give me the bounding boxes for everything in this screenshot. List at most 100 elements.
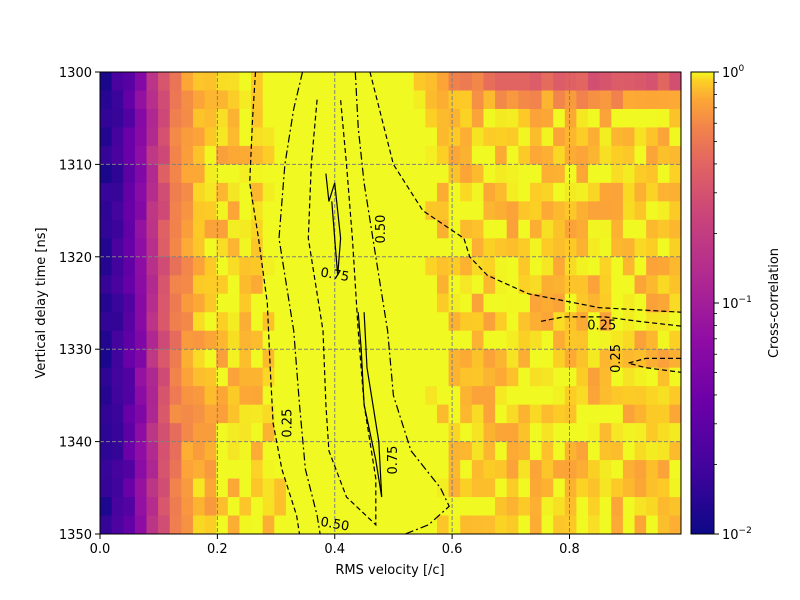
heatmap-cell [262, 497, 275, 517]
heatmap-cell [471, 497, 485, 517]
heatmap-cell [274, 145, 287, 165]
heatmap-cell [599, 90, 612, 110]
heatmap-cell [204, 201, 217, 221]
heatmap-cell [100, 515, 113, 534]
heatmap-cell [390, 367, 403, 387]
heatmap-cell [378, 145, 392, 165]
heatmap-cell [146, 275, 159, 295]
heatmap-cell [355, 127, 368, 147]
heatmap-cell [402, 441, 415, 461]
heatmap-cell [390, 90, 403, 110]
heatmap-cell [192, 386, 206, 406]
heatmap-cell [262, 145, 275, 165]
heatmap-cell [646, 164, 659, 184]
heatmap-cell [448, 349, 461, 369]
heatmap-cell [518, 108, 531, 129]
heatmap-cell [123, 330, 136, 350]
heatmap-cell [413, 127, 426, 147]
heatmap-cell [262, 386, 275, 406]
heatmap-cell [332, 386, 345, 406]
heatmap-cell [460, 256, 473, 276]
heatmap-cell [564, 164, 578, 184]
heatmap-cell [251, 127, 264, 147]
heatmap-cell [495, 182, 508, 202]
heatmap-cell [309, 127, 322, 147]
heatmap-cell [111, 145, 124, 165]
heatmap-cell [262, 460, 275, 480]
heatmap-cell [216, 201, 229, 221]
heatmap-cell [413, 441, 426, 461]
heatmap-cell [367, 312, 380, 332]
heatmap-cell [576, 441, 589, 461]
heatmap-cell [495, 515, 508, 534]
heatmap-cell [309, 293, 322, 313]
heatmap-cell [204, 460, 217, 480]
heatmap-cell [216, 312, 229, 332]
heatmap-cell [123, 164, 136, 184]
heatmap-cell [192, 478, 206, 498]
heatmap-cell [355, 460, 368, 480]
heatmap-cell [204, 275, 217, 295]
heatmap-cell [274, 515, 287, 534]
heatmap-cell [448, 478, 461, 498]
heatmap-cell [320, 127, 333, 147]
heatmap-cell [367, 108, 380, 129]
heatmap-cell [274, 423, 287, 443]
heatmap-cell [251, 164, 264, 184]
heatmap-cell [495, 238, 508, 258]
y-axis-label: Vertical delay time [ns] [34, 227, 49, 378]
heatmap-cell [436, 219, 450, 239]
heatmap-cell [390, 72, 403, 92]
heatmap-cell [146, 127, 159, 147]
heatmap-cell [506, 478, 519, 498]
heatmap-cell [123, 478, 136, 498]
heatmap-cell [227, 349, 241, 369]
heatmap-cell [251, 349, 264, 369]
heatmap-cell [402, 293, 415, 313]
heatmap-cell [158, 127, 171, 147]
heatmap-cell [204, 256, 217, 276]
heatmap-cell [634, 164, 647, 184]
heatmap-cell [506, 441, 519, 461]
heatmap-cell [239, 404, 252, 424]
heatmap-cell [622, 423, 636, 443]
heatmap-cell [344, 404, 357, 424]
heatmap-cell [181, 219, 194, 239]
heatmap-cell [309, 72, 322, 92]
heatmap-cell [483, 182, 496, 202]
heatmap-cell [285, 275, 299, 295]
heatmap-cell [529, 108, 543, 129]
heatmap-cell [274, 256, 287, 276]
heatmap-cell [611, 127, 624, 147]
heatmap-cell [448, 386, 461, 406]
heatmap-cell [553, 72, 566, 92]
heatmap-cell [239, 164, 252, 184]
heatmap-cell [460, 349, 473, 369]
heatmap-cell [134, 256, 148, 276]
heatmap-cell [413, 256, 426, 276]
heatmap-cell [169, 201, 182, 221]
heatmap-cell [576, 312, 589, 332]
heatmap-cell [448, 275, 461, 295]
heatmap-cell [320, 275, 333, 295]
heatmap-cell [460, 460, 473, 480]
heatmap-cell [111, 515, 124, 534]
heatmap-cell [518, 423, 531, 443]
heatmap-cell [390, 182, 403, 202]
heatmap-cell [506, 201, 519, 221]
heatmap-cell [251, 441, 264, 461]
heatmap-cell [169, 90, 182, 110]
heatmap-cell [483, 90, 496, 110]
heatmap-cell [448, 219, 461, 239]
heatmap-cell [285, 386, 299, 406]
heatmap-cell [448, 238, 461, 258]
heatmap-cell [436, 386, 450, 406]
heatmap-cell [599, 460, 612, 480]
heatmap-cell [146, 72, 159, 92]
heatmap-cell [564, 423, 578, 443]
heatmap-cell [657, 145, 670, 165]
heatmap-cell [529, 90, 543, 110]
heatmap-cell [448, 497, 461, 517]
heatmap-cell [413, 90, 426, 110]
heatmap-cell [262, 127, 275, 147]
